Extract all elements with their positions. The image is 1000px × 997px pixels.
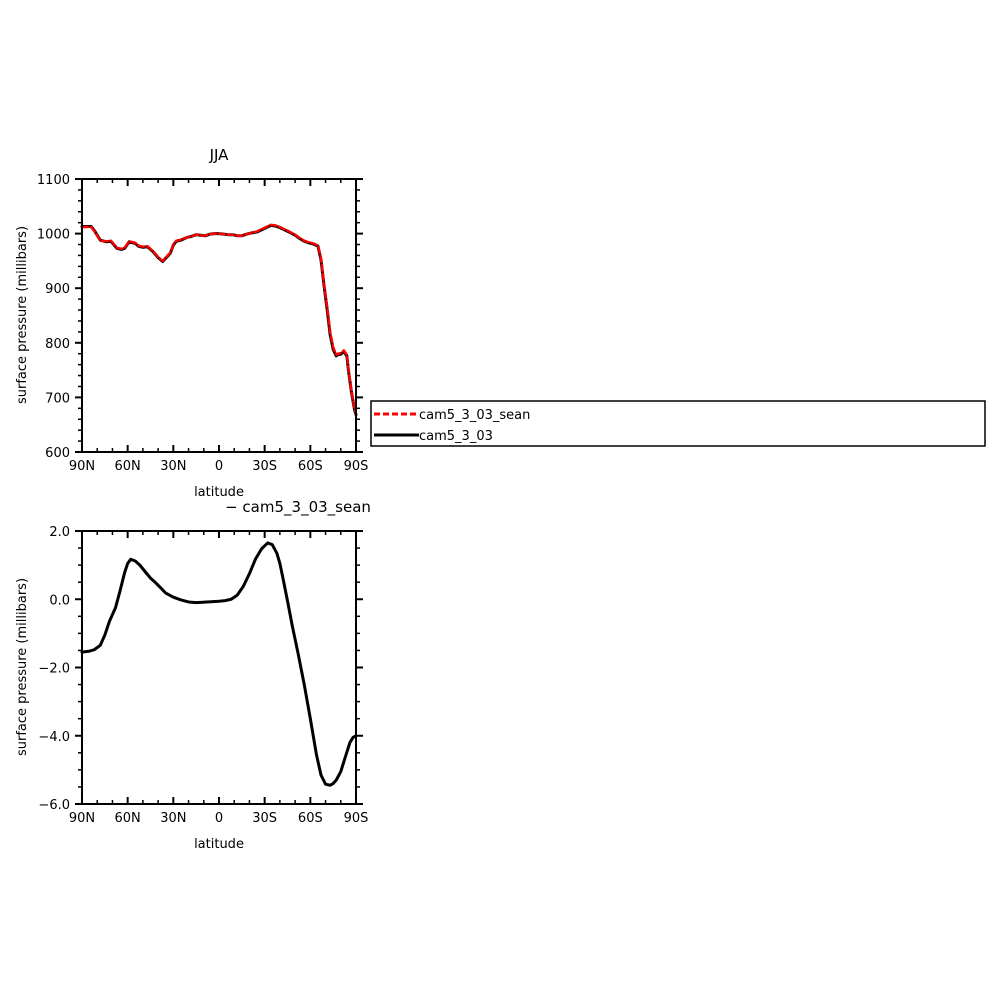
- x-tick-label: 30N: [160, 459, 186, 474]
- bottom-y-axis-title: surface pressure (millibars): [15, 578, 30, 756]
- y-tick-label: −6.0: [38, 798, 70, 813]
- legend-label-sean: cam5_3_03_sean: [419, 408, 530, 423]
- bottom-x-axis-title: latitude: [194, 837, 244, 852]
- y-tick-label: 900: [45, 282, 70, 297]
- bottom-plot-frame: [81, 530, 357, 805]
- y-tick-label: 1000: [37, 228, 70, 243]
- x-tick-label: 30S: [252, 811, 277, 826]
- x-tick-label: 60N: [115, 459, 141, 474]
- x-tick-label: 90N: [69, 811, 95, 826]
- top-tick-labels: 90N 60N 30N 0 30S 60S 90S 600 700 800 900 1000 1100: [37, 173, 368, 474]
- y-tick-label: 1100: [37, 173, 70, 188]
- top-x-axis-title: latitude: [194, 485, 244, 500]
- y-tick-label: 600: [45, 446, 70, 461]
- top-series-lines: [80, 223, 358, 417]
- legend: cam5_3_03_sean cam5_3_03: [370, 400, 986, 447]
- x-tick-label: 90S: [344, 811, 369, 826]
- legend-label-cam: cam5_3_03: [419, 429, 493, 444]
- top-panel: JJA surface pressure (millibars) latitud…: [15, 146, 368, 500]
- top-plot-title: JJA: [209, 146, 230, 164]
- bottom-tick-labels: 90N 60N 30N 0 30S 60S 90S −6.0 −4.0 −2.0 0.0 2.0: [38, 525, 368, 826]
- x-tick-label: 0: [215, 459, 223, 474]
- y-tick-label: −2.0: [38, 662, 70, 677]
- series-line-0-1: [80, 223, 358, 417]
- x-tick-label: 0: [215, 811, 223, 826]
- x-tick-label: 90N: [69, 459, 95, 474]
- y-tick-label: 2.0: [49, 525, 70, 540]
- top-axis-ticks: [75, 178, 363, 453]
- y-tick-label: 0.0: [49, 593, 70, 608]
- top-plot-frame: [81, 178, 357, 453]
- x-tick-label: 60S: [298, 459, 323, 474]
- top-y-axis-title: surface pressure (millibars): [15, 226, 30, 404]
- legend-box: [370, 400, 986, 447]
- y-tick-label: 700: [45, 391, 70, 406]
- x-tick-label: 90S: [344, 459, 369, 474]
- y-tick-label: 800: [45, 337, 70, 352]
- series-line-0-0: [80, 223, 358, 416]
- bottom-plot-title: − cam5_3_03_sean: [225, 498, 371, 517]
- x-tick-label: 60S: [298, 811, 323, 826]
- bottom-series-lines: [80, 541, 358, 787]
- x-tick-label: 30S: [252, 459, 277, 474]
- y-tick-label: −4.0: [38, 730, 70, 745]
- bottom-panel: − cam5_3_03_sean surface pressure (milli…: [15, 498, 371, 852]
- x-tick-label: 60N: [115, 811, 141, 826]
- series-line-1-0: [80, 541, 358, 787]
- x-tick-label: 30N: [160, 811, 186, 826]
